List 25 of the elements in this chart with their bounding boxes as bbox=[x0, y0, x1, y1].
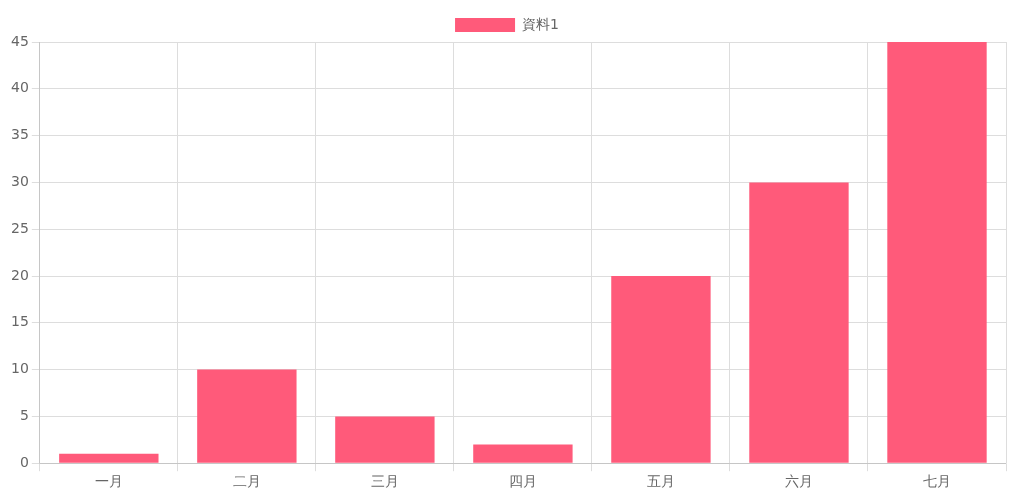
x-tick-label: 一月 bbox=[94, 473, 123, 490]
y-tick-label: 35 bbox=[10, 126, 29, 143]
y-tick-label: 30 bbox=[10, 173, 29, 190]
bar bbox=[749, 182, 849, 463]
y-tick-label: 5 bbox=[19, 407, 29, 424]
y-tick-label: 20 bbox=[10, 266, 29, 283]
legend-label: 資料1 bbox=[522, 15, 559, 32]
y-tick-label: 40 bbox=[10, 79, 29, 96]
y-tick-label: 0 bbox=[19, 453, 29, 470]
x-tick-label: 七月 bbox=[922, 473, 951, 490]
x-tick-label: 五月 bbox=[646, 473, 675, 490]
y-tick-label: 10 bbox=[10, 360, 29, 377]
y-tick-label: 25 bbox=[10, 219, 29, 236]
x-tick-label: 三月 bbox=[370, 473, 399, 490]
y-tick-label: 45 bbox=[10, 32, 29, 49]
bar bbox=[473, 444, 573, 463]
bar bbox=[197, 369, 297, 463]
x-tick-label: 二月 bbox=[232, 473, 261, 490]
y-tick-label: 15 bbox=[10, 313, 29, 330]
x-tick-label: 六月 bbox=[784, 473, 813, 490]
bar bbox=[887, 42, 987, 463]
x-tick-label: 四月 bbox=[508, 473, 537, 490]
bar bbox=[611, 276, 711, 463]
bar bbox=[335, 416, 435, 463]
bar bbox=[59, 453, 159, 463]
